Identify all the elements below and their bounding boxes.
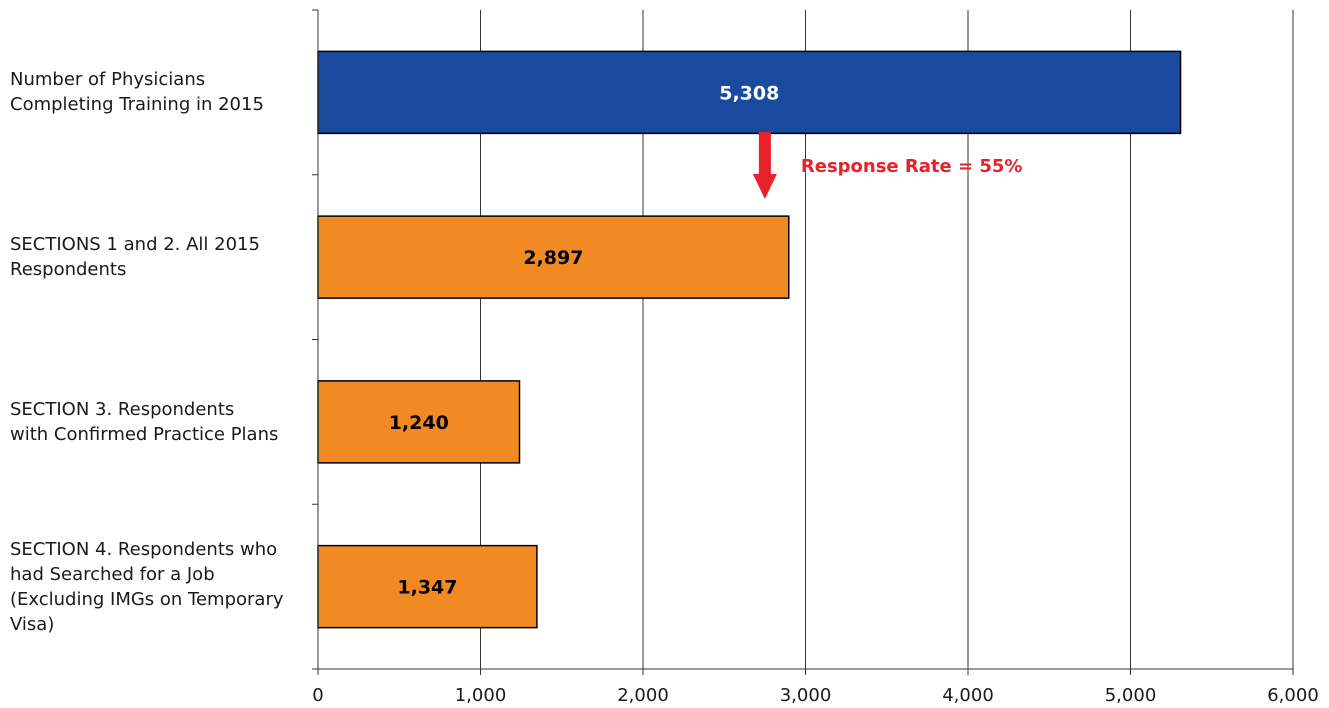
x-tick-label: 2,000 — [617, 685, 669, 706]
annotation-arrow-head — [752, 174, 777, 199]
category-label-line: SECTION 3. Respondents — [10, 398, 235, 420]
annotation-arrow-shaft — [758, 132, 771, 176]
data-label: 1,240 — [389, 412, 449, 434]
category-label-line: SECTIONS 1 and 2. All 2015 — [10, 234, 260, 256]
category-label: SECTION 4. Respondents who had Searched f… — [10, 537, 315, 637]
category-label: Number of Physicians Completing Training … — [10, 67, 315, 117]
x-tick-label: 0 — [312, 685, 323, 706]
bar — [317, 50, 1182, 135]
x-tick-label: 3,000 — [780, 685, 832, 706]
category-label-line: Respondents — [10, 259, 127, 281]
category-label-line: Number of Physicians — [10, 69, 206, 91]
data-label: 2,897 — [523, 247, 583, 269]
category-label-line: SECTION 4. Respondents who — [10, 538, 278, 560]
data-label: 1,347 — [397, 577, 457, 599]
category-label: SECTIONS 1 and 2. All 2015 Respondents — [10, 232, 315, 282]
annotation-text: Response Rate = 55% — [801, 156, 1023, 177]
x-tick-label: 5,000 — [1105, 685, 1157, 706]
category-label-line: (Excluding IMGs on Temporary — [10, 588, 284, 610]
x-tick-label: 1,000 — [455, 685, 507, 706]
x-tick-label: 6,000 — [1267, 685, 1319, 706]
category-label-line: Completing Training in 2015 — [10, 94, 264, 116]
data-label: 5,308 — [719, 82, 779, 104]
bar — [317, 380, 521, 464]
category-label: SECTION 3. Respondents with Confirmed Pra… — [10, 397, 315, 447]
bar — [317, 544, 538, 629]
x-tick-label: 4,000 — [942, 685, 994, 706]
category-label-line: had Searched for a Job — [10, 563, 215, 585]
category-label-line: with Confirmed Practice Plans — [10, 423, 279, 445]
category-label-line: Visa) — [10, 613, 55, 635]
